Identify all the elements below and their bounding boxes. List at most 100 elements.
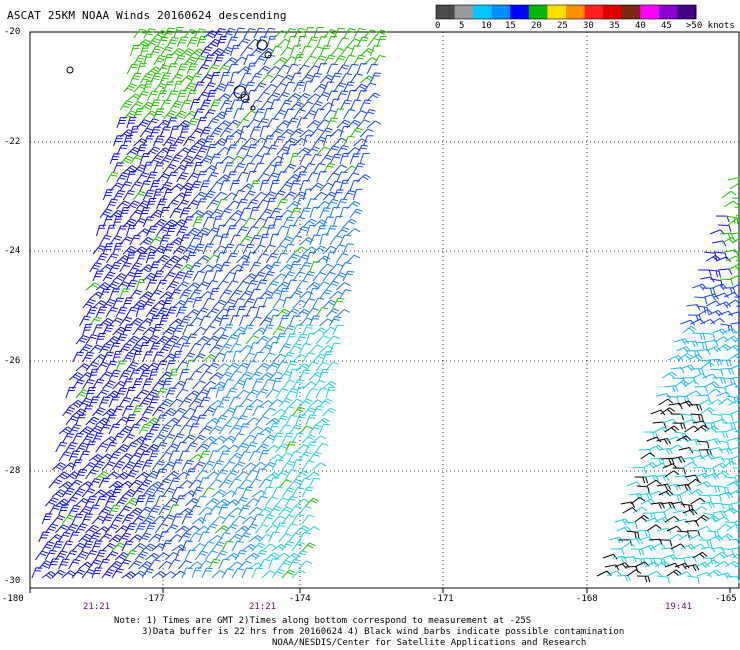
wind-barb bbox=[158, 560, 173, 570]
colorbar-swatch bbox=[566, 5, 586, 19]
wind-barb bbox=[78, 561, 93, 570]
wind-barb bbox=[329, 72, 342, 84]
wind-barb bbox=[312, 405, 324, 417]
wind-barb bbox=[162, 271, 176, 282]
wind-barb bbox=[91, 515, 106, 525]
wind-barb bbox=[312, 379, 326, 390]
wind-barb bbox=[116, 225, 128, 237]
wind-barb bbox=[269, 315, 280, 327]
wind-barb bbox=[684, 564, 700, 571]
wind-barb bbox=[146, 197, 157, 210]
wind-barb bbox=[730, 454, 740, 461]
wind-barb bbox=[106, 171, 119, 183]
wind-barb bbox=[232, 405, 244, 417]
wind-barb bbox=[352, 188, 363, 201]
wind-barb bbox=[734, 470, 740, 478]
wind-barb bbox=[105, 335, 120, 345]
wind-barb bbox=[239, 235, 253, 246]
wind-barb bbox=[670, 501, 686, 508]
wind-barb bbox=[55, 498, 70, 507]
wind-barb bbox=[322, 216, 334, 228]
wind-barb bbox=[95, 442, 109, 453]
wind-barb bbox=[336, 145, 349, 156]
wind-barb bbox=[161, 540, 173, 552]
wind-barb bbox=[105, 495, 117, 507]
wind-barb bbox=[129, 234, 142, 246]
wind-barb bbox=[704, 293, 719, 301]
wind-barb bbox=[346, 63, 359, 75]
wind-barb bbox=[704, 425, 720, 433]
wind-barb bbox=[109, 209, 124, 219]
wind-barb bbox=[163, 136, 176, 147]
wind-barb bbox=[668, 354, 684, 362]
wind-barb bbox=[115, 387, 128, 399]
wind-barb bbox=[122, 297, 134, 309]
wind-barb bbox=[238, 532, 252, 543]
wind-barb bbox=[68, 559, 81, 570]
wind-barb bbox=[112, 162, 124, 174]
wind-barb bbox=[726, 575, 740, 584]
wind-barb bbox=[282, 379, 296, 390]
wind-barb bbox=[618, 539, 633, 546]
wind-barb bbox=[152, 351, 164, 363]
wind-barb bbox=[112, 190, 126, 201]
wind-barb bbox=[152, 162, 164, 174]
wind-barb bbox=[143, 53, 154, 66]
wind-barb bbox=[724, 292, 739, 298]
wind-barb bbox=[231, 515, 246, 525]
wind-barb bbox=[194, 550, 208, 561]
wind-barb bbox=[692, 373, 708, 379]
wind-barb bbox=[242, 378, 253, 390]
wind-barb bbox=[192, 405, 204, 417]
wind-barb bbox=[209, 344, 223, 354]
wind-barb bbox=[132, 405, 143, 417]
wind-barb bbox=[142, 245, 157, 255]
wind-barb bbox=[165, 470, 180, 480]
wind-barb bbox=[688, 534, 704, 541]
wind-barb bbox=[634, 476, 649, 484]
wind-barb bbox=[723, 200, 739, 208]
wind-barb bbox=[235, 362, 250, 372]
wind-barb bbox=[650, 543, 666, 550]
wind-barb bbox=[128, 560, 142, 570]
wind-barb bbox=[332, 324, 344, 336]
wind-barb bbox=[175, 335, 190, 345]
wind-barb bbox=[262, 407, 276, 417]
wind-barb bbox=[139, 73, 153, 84]
wind-barb bbox=[620, 542, 636, 550]
wind-barb bbox=[182, 324, 194, 336]
wind-barb bbox=[202, 406, 216, 417]
wind-barb bbox=[225, 523, 239, 534]
wind-barb bbox=[133, 54, 146, 66]
wind-barb bbox=[198, 343, 212, 354]
map-title: ASCAT 25KM NOAA Winds 20160624 descendin… bbox=[7, 9, 287, 22]
wind-barb bbox=[218, 478, 232, 489]
wind-barb bbox=[158, 424, 172, 435]
wind-barb bbox=[245, 442, 258, 453]
wind-barb bbox=[230, 44, 241, 57]
wind-barb bbox=[195, 525, 210, 534]
wind-barb bbox=[255, 495, 268, 507]
wind-barb bbox=[166, 117, 178, 129]
wind-barb bbox=[146, 118, 160, 129]
wind-barb bbox=[325, 335, 340, 345]
wind-barb bbox=[271, 486, 284, 498]
wind-barb bbox=[309, 287, 319, 300]
wind-barb bbox=[105, 360, 118, 372]
wind-barb bbox=[332, 272, 347, 282]
wind-barb bbox=[296, 226, 309, 237]
wind-barb bbox=[228, 424, 242, 435]
wind-barb bbox=[178, 532, 192, 543]
wind-barb bbox=[136, 172, 149, 183]
wind-barb bbox=[78, 397, 92, 408]
wind-barb bbox=[215, 252, 227, 264]
wind-barb bbox=[259, 125, 270, 138]
wind-barb bbox=[199, 264, 214, 273]
wind-barb bbox=[65, 442, 78, 453]
wind-barb bbox=[315, 281, 330, 291]
wind-barb bbox=[203, 30, 218, 39]
wind-barb bbox=[339, 289, 352, 300]
wind-barb bbox=[124, 549, 138, 561]
wind-barb bbox=[256, 91, 270, 102]
